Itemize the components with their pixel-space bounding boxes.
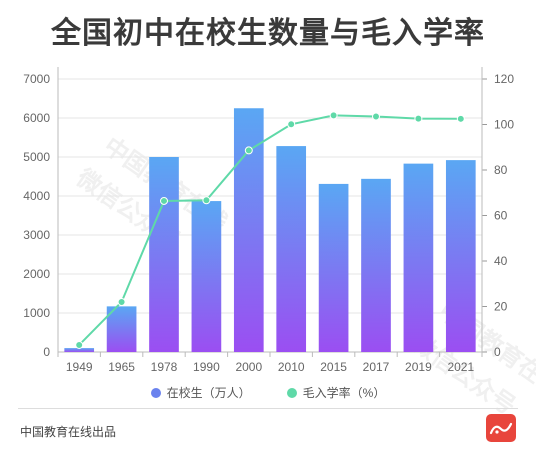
- x-tick-label: 2000: [235, 360, 262, 374]
- footer-divider: [18, 408, 518, 409]
- brand-logo-icon: [486, 414, 516, 442]
- y-right-tick-label: 20: [494, 300, 508, 314]
- bar: [445, 160, 476, 352]
- bar: [64, 348, 95, 352]
- bar: [403, 163, 434, 352]
- y-left-tick-label: 7000: [23, 72, 50, 86]
- y-right-tick-label: 120: [494, 72, 514, 86]
- bar: [191, 201, 222, 352]
- legend-label-bar: 在校生（万人）: [166, 386, 251, 400]
- bar: [106, 306, 137, 352]
- line-point: [160, 196, 168, 205]
- line-point: [456, 114, 465, 123]
- line-point: [117, 297, 126, 306]
- y-right-tick-label: 80: [494, 163, 508, 177]
- x-tick-label: 1978: [151, 360, 178, 374]
- bar: [361, 178, 391, 352]
- y-left-tick-label: 6000: [23, 111, 50, 125]
- legend-item-bar[interactable]: 在校生（万人）: [150, 384, 251, 401]
- y-left-tick-label: 3000: [23, 228, 50, 242]
- legend-label-line: 毛入学率（%）: [302, 386, 386, 400]
- line-point: [414, 114, 423, 123]
- legend-swatch-bar: [150, 387, 161, 398]
- legend-item-line[interactable]: 毛入学率（%）: [286, 384, 386, 401]
- footer-source: 中国教育在线出品: [20, 425, 117, 439]
- chart-title: 全国初中在校生数量与毛入学率: [51, 17, 485, 50]
- x-tick-label: 1965: [108, 360, 135, 374]
- bar: [149, 157, 179, 352]
- x-tick-label: 1949: [66, 360, 93, 374]
- y-right-tick-label: 0: [494, 345, 501, 359]
- line-point: [244, 146, 253, 155]
- line-point: [287, 120, 296, 129]
- line-point: [75, 340, 84, 349]
- y-left-tick-label: 2000: [23, 267, 50, 281]
- x-tick-label: 2021: [447, 360, 474, 374]
- y-left-tick-label: 1000: [23, 306, 50, 320]
- x-tick-label: 2015: [320, 360, 347, 374]
- x-tick-label: 2019: [405, 360, 432, 374]
- x-tick-label: 2010: [278, 360, 305, 374]
- y-left-tick-label: 4000: [23, 189, 50, 203]
- y-left-tick-label: 0: [43, 345, 50, 359]
- line-point: [372, 112, 380, 121]
- bar: [276, 146, 307, 352]
- line-point: [329, 111, 338, 120]
- y-left-tick-label: 5000: [23, 150, 50, 164]
- x-tick-label: 2017: [363, 360, 390, 374]
- y-right-tick-label: 100: [494, 118, 514, 132]
- line-point: [202, 196, 211, 205]
- bar: [318, 183, 349, 352]
- line-series: [78, 114, 461, 346]
- x-tick-label: 1990: [193, 360, 220, 374]
- legend-swatch-line: [286, 387, 297, 398]
- chart-legend: 在校生（万人） 毛入学率（%）: [0, 384, 536, 401]
- y-right-tick-label: 60: [494, 209, 508, 223]
- y-right-tick-label: 40: [494, 254, 508, 268]
